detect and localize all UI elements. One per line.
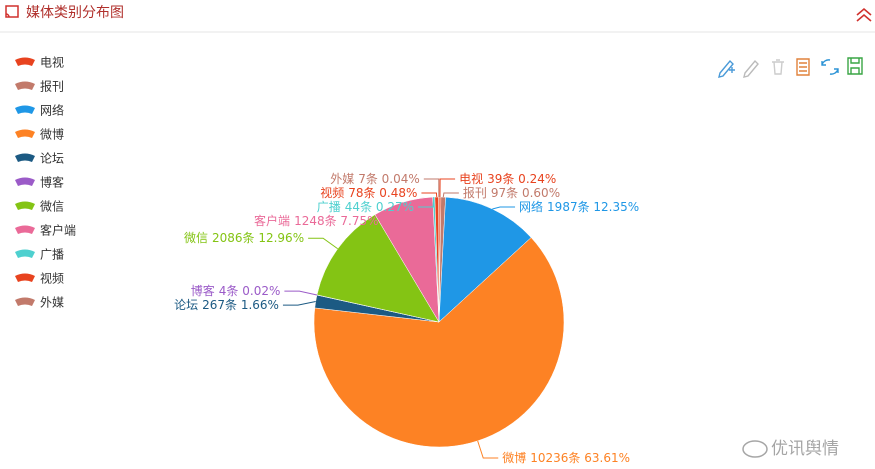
slice-label: 论坛 267条 1.66% [174,298,279,312]
watermark: 优讯舆情 [742,439,839,459]
slice-label-value: 267条 1.66% [202,298,279,312]
legend-label[interactable]: 网络 [40,103,64,118]
label-line [308,237,338,250]
slice-label-name: 客户端 [254,213,290,228]
collapse-button[interactable] [856,7,872,22]
label-line [382,202,404,222]
slice-label-value: 7条 0.04% [358,172,420,186]
legend-item[interactable]: 广播 [15,248,64,262]
legend-label[interactable]: 电视 [40,55,64,70]
slice-label: 广播 44条 0.27% [317,200,414,214]
legend-item[interactable]: 视频 [15,271,64,286]
legend-item[interactable]: 电视 [15,55,64,70]
slice-label-value: 1248条 7.75% [294,214,378,228]
legend-icon[interactable] [15,105,35,115]
slice-label-name: 网络 [519,199,543,214]
legend-icon[interactable] [15,129,35,139]
slice-label: 视频 78条 0.48% [320,185,417,200]
legend-label[interactable]: 客户端 [40,223,76,238]
legend-item[interactable]: 微博 [15,127,64,142]
legend-icon[interactable] [15,249,35,259]
slice-label-value: 97条 0.60% [491,186,560,200]
slice-label: 报刊 97条 0.60% [463,185,560,200]
toolbox-restore[interactable] [821,59,839,75]
legend-item[interactable]: 网络 [15,103,64,118]
slice-label: 电视 39条 0.24% [459,171,556,186]
pie-slice[interactable] [316,214,440,323]
watermark-text: 优讯舆情 [771,439,839,459]
legend-item[interactable]: 微信 [15,200,64,214]
slice-label-value: 39条 0.24% [487,172,556,186]
slice-label-value: 1987条 12.35% [547,200,639,214]
label-line [284,290,318,296]
slice-label-value: 78条 0.48% [348,186,417,200]
slice-label: 微博 10236条 63.61% [502,449,630,464]
label-line [477,440,499,459]
slice-label-value: 4条 0.02% [219,284,281,298]
legend-label[interactable]: 外媒 [40,296,64,310]
slice-label-name: 论坛 [174,298,198,312]
label-line [421,192,438,198]
legend-label[interactable]: 微博 [40,127,64,142]
legend-icon[interactable] [15,225,35,235]
slice-label-name: 报刊 [463,185,487,200]
label-line [282,300,316,306]
legend-label[interactable]: 报刊 [40,79,64,94]
legend-item[interactable]: 论坛 [15,152,64,166]
header-title: 媒体类别分布图 [26,5,124,21]
cast-icon [5,5,19,18]
legend-label[interactable]: 博客 [40,175,64,190]
label-line [423,178,440,198]
toolbox-zoom-back[interactable] [743,59,759,78]
legend-icon[interactable] [15,57,35,67]
legend-label[interactable]: 广播 [40,248,64,262]
toolbox-save[interactable] [847,57,863,75]
slice-label-name: 博客 [191,283,215,298]
pie-slice[interactable] [313,237,565,448]
slice-label-name: 外媒 [330,172,354,186]
legend-item[interactable]: 客户端 [15,223,76,238]
label-line [442,192,459,198]
toolbox-zoom[interactable] [718,59,735,78]
toolbox-clear[interactable] [772,59,784,75]
label-line [492,206,516,210]
legend-icon[interactable] [15,153,35,163]
slice-label: 客户端 1248条 7.75% [254,213,379,228]
legend-icon[interactable] [15,201,35,211]
slice-label-name: 视频 [320,185,344,200]
slice-label-name: 电视 [459,171,483,186]
legend-item[interactable]: 报刊 [15,79,64,94]
slice-label: 博客 4条 0.02% [191,283,281,298]
slice-label: 网络 1987条 12.35% [519,199,639,214]
toolbox-data-view[interactable] [796,58,810,76]
slice-label-name: 微信 [184,231,208,245]
legend-item[interactable]: 外媒 [15,296,64,310]
pie-slice[interactable] [438,196,532,323]
slice-label-name: 广播 [317,200,341,214]
legend-icon[interactable] [15,81,35,91]
legend-label[interactable]: 微信 [40,200,64,214]
slice-label-value: 2086条 12.96% [212,231,304,245]
legend-icon[interactable] [15,177,35,187]
label-line [439,178,456,198]
slice-label-value: 44条 0.27% [345,200,414,214]
slice-label-name: 微博 [502,449,526,464]
legend-label[interactable]: 视频 [40,271,64,286]
legend-icon[interactable] [15,297,35,307]
legend-icon[interactable] [15,273,35,283]
label-line [418,197,435,208]
slice-label: 外媒 7条 0.04% [330,172,420,186]
legend-label[interactable]: 论坛 [40,152,64,166]
slice-label-value: 10236条 63.61% [530,450,630,464]
slice-label: 微信 2086条 12.96% [184,231,304,245]
legend-item[interactable]: 博客 [15,175,64,190]
